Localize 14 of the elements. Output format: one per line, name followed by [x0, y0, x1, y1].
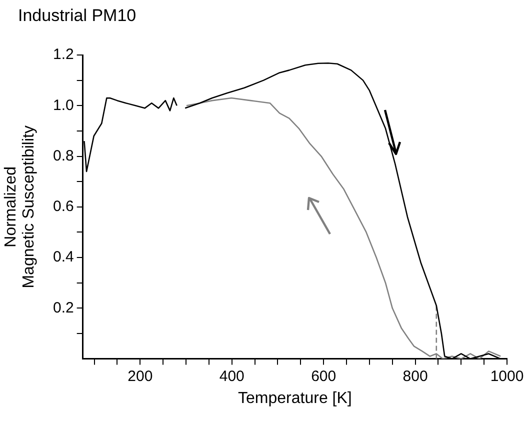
x-tick-label: 400 — [219, 368, 244, 385]
x-tick-label: 1000 — [490, 368, 524, 385]
x-tick-label: 600 — [311, 368, 336, 385]
x-tick-label: 200 — [128, 368, 153, 385]
x-axis-title: Temperature [K] — [238, 390, 352, 407]
y-tick-label: 0.6 — [52, 198, 74, 216]
y-tick-label: 0.8 — [52, 147, 74, 164]
y-axis-title: Normalized Magnetic Susceptibility — [2, 126, 38, 288]
y-tick-label: 1.2 — [52, 46, 74, 64]
y-tick-label: 0.2 — [52, 299, 74, 316]
y-tick-label: 0.4 — [52, 248, 74, 266]
chart-title: Industrial PM10 — [18, 6, 136, 26]
x-tick-label: 800 — [402, 368, 428, 385]
y-tick-label: 1.0 — [52, 96, 74, 114]
